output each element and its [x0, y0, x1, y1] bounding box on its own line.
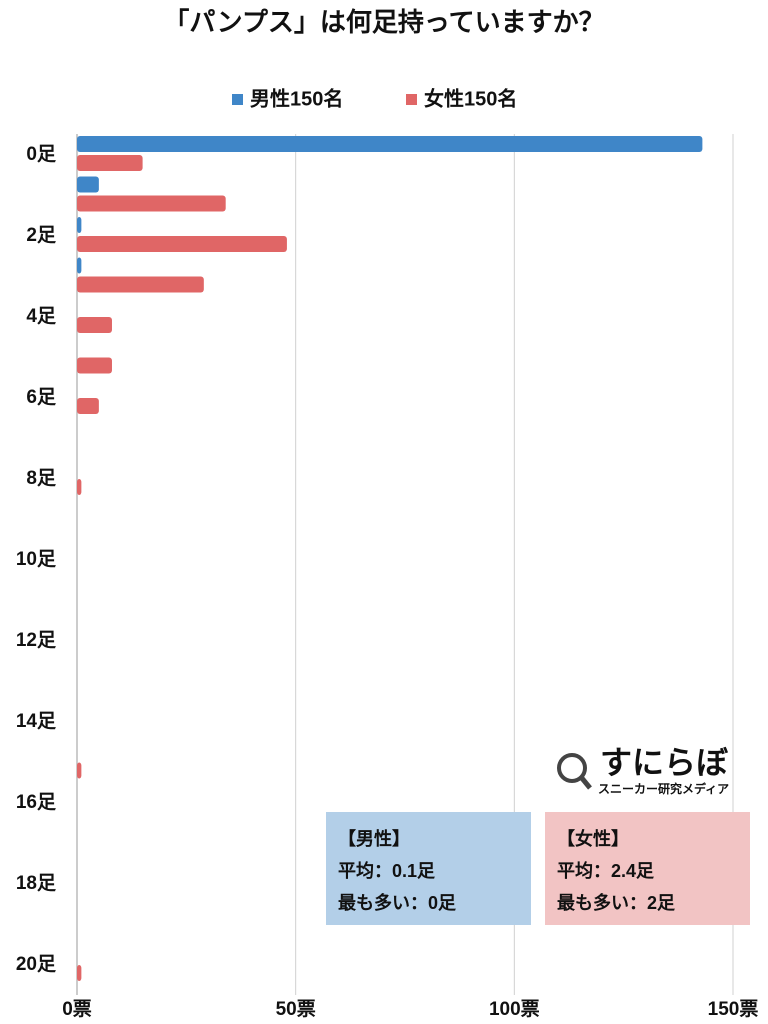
y-tick-label: 2足 [26, 224, 57, 246]
annotation-text: 【男性】 [338, 828, 410, 849]
y-tick-label: 8足 [26, 467, 57, 489]
logo-name: すにらぼ [600, 744, 729, 780]
legend-label: 男性150名 [250, 86, 343, 110]
bar [77, 257, 82, 274]
bar [77, 357, 112, 374]
bar [77, 195, 226, 212]
bar [77, 479, 82, 495]
annotation-text: 平均：0.1足 [338, 860, 435, 881]
bar [77, 236, 287, 252]
legend-swatch [406, 94, 417, 105]
x-tick-label: 100票 [489, 998, 540, 1020]
bar [77, 217, 82, 233]
annotation-text: 平均：2.4足 [557, 860, 654, 881]
y-tick-label: 14足 [16, 710, 57, 732]
y-tick-label: 4足 [26, 305, 57, 327]
y-tick-label: 12足 [16, 629, 57, 651]
bar [77, 276, 204, 293]
bar [77, 155, 143, 171]
logo-icon [579, 775, 592, 790]
logo-tagline: スニーカー研究メディア [598, 781, 729, 796]
y-tick-label: 20足 [16, 953, 57, 975]
x-tick-label: 50票 [276, 998, 316, 1020]
legend-swatch [232, 94, 243, 105]
logo-icon [557, 753, 587, 783]
y-tick-label: 18足 [16, 872, 57, 894]
bar [77, 317, 112, 333]
annotation-text: 【女性】 [557, 828, 629, 849]
y-tick-label: 0足 [26, 143, 57, 165]
annotation-text: 最も多い：0足 [338, 892, 456, 913]
legend-label: 女性150名 [424, 86, 517, 110]
x-tick-label: 150票 [708, 998, 759, 1020]
chart-title: 「パンプス」は何足持っていますか？ [163, 7, 604, 37]
y-tick-label: 6足 [26, 386, 57, 408]
y-tick-label: 10足 [16, 548, 57, 570]
bar [77, 136, 703, 152]
y-tick-label: 16足 [16, 791, 57, 813]
x-tick-label: 0票 [62, 998, 92, 1020]
annotation-box [326, 812, 531, 925]
annotation-text: 最も多い：2足 [557, 892, 675, 913]
annotation-box [545, 812, 750, 925]
bar [77, 762, 82, 779]
bar [77, 176, 99, 193]
bar [77, 398, 99, 414]
bar [77, 965, 82, 981]
